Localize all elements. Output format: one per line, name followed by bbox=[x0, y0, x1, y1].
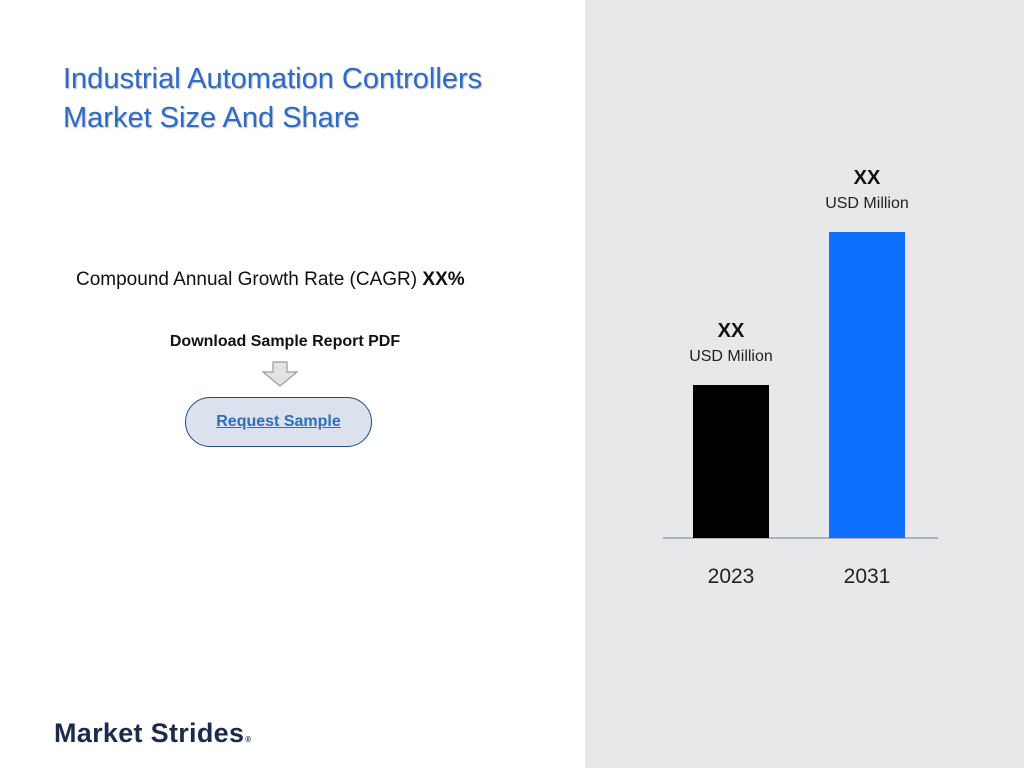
cagr-text: Compound Annual Growth Rate (CAGR) XX% bbox=[76, 269, 465, 291]
market-size-chart: XX USD Million 2023 XX USD Million 2031 bbox=[663, 167, 938, 588]
title-line-2: Market Size And Share bbox=[63, 102, 360, 134]
bar-value-label-2031: XX bbox=[854, 167, 881, 189]
title-line-1: Industrial Automation Controllers bbox=[63, 63, 483, 95]
x-tick-label-2031: 2031 bbox=[844, 565, 891, 588]
bar-unit-label-2023: USD Million bbox=[689, 348, 773, 365]
down-arrow-icon bbox=[262, 361, 298, 387]
left-panel bbox=[0, 0, 585, 768]
request-sample-link[interactable]: Request Sample bbox=[216, 413, 341, 430]
bar-2031 bbox=[829, 232, 905, 538]
chart-panel bbox=[585, 0, 1024, 768]
x-tick-label-2023: 2023 bbox=[708, 565, 755, 588]
bar-value-label-2023: XX bbox=[718, 320, 745, 342]
page-title: Industrial Automation Controllers Market… bbox=[63, 60, 563, 138]
brand-name: Market Strides bbox=[54, 718, 245, 748]
bar-2023 bbox=[693, 385, 769, 538]
download-sample-label: Download Sample Report PDF bbox=[169, 333, 401, 350]
cagr-label: Compound Annual Growth Rate (CAGR) bbox=[76, 269, 423, 290]
brand-registered-mark: ® bbox=[245, 735, 252, 744]
brand-logo: Market Strides® bbox=[54, 718, 251, 749]
cagr-value: XX% bbox=[422, 269, 465, 290]
request-sample-button[interactable]: Request Sample bbox=[185, 397, 372, 447]
bar-unit-label-2031: USD Million bbox=[825, 195, 909, 212]
